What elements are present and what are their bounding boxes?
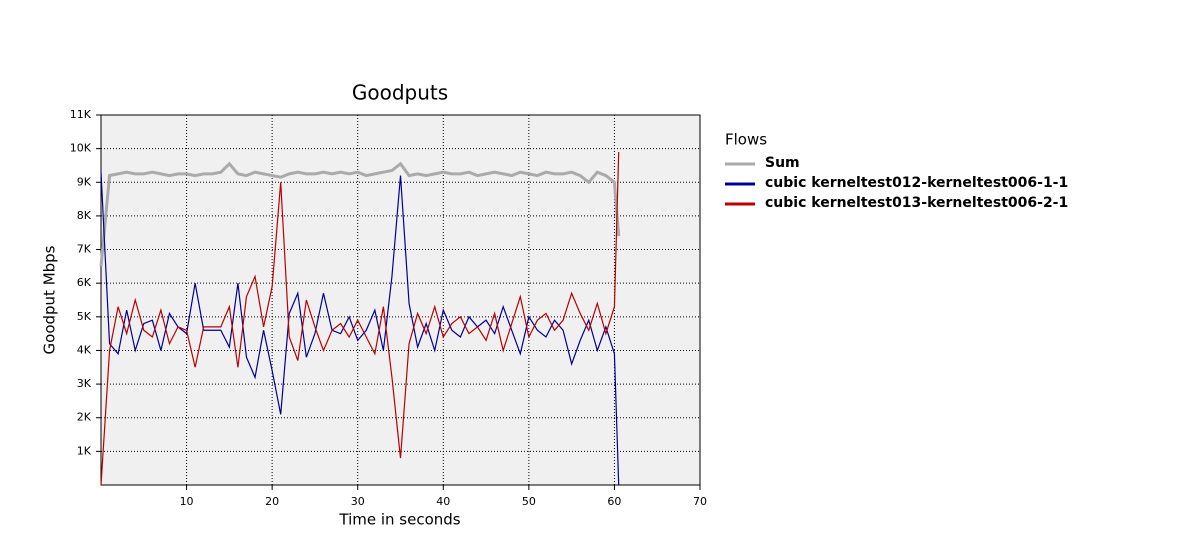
y-tick-label: 3K (77, 377, 92, 390)
series-line (100, 151, 620, 486)
y-tick-label: 10K (70, 142, 92, 155)
plot-area (100, 114, 701, 486)
series-line (99, 161, 621, 267)
y-tick-label: 1K (77, 444, 92, 457)
x-axis-label: Time in seconds (338, 511, 460, 529)
y-tick-label: 8K (77, 209, 92, 222)
x-tick-label: 40 (436, 495, 450, 508)
y-tick-label: 9K (77, 175, 92, 188)
y-tick-label: 6K (77, 276, 92, 289)
legend-label: cubic kerneltest013-kerneltest006-2-1 (765, 195, 1068, 211)
chart-title: Goodputs (352, 81, 448, 105)
x-tick-label: 70 (693, 495, 707, 508)
y-tick-label: 11K (70, 108, 92, 121)
x-tick-label: 50 (522, 495, 536, 508)
legend-title: Flows (725, 131, 767, 149)
y-tick-label: 5K (77, 310, 92, 323)
x-tick-label: 10 (180, 495, 194, 508)
x-tick-label: 60 (607, 495, 621, 508)
y-tick-label: 7K (77, 243, 92, 256)
x-tick-label: 30 (351, 495, 365, 508)
legend-label: Sum (765, 155, 800, 171)
y-axis-label: Goodput Mbps (41, 245, 59, 354)
legend-label: cubic kerneltest012-kerneltest006-1-1 (765, 175, 1068, 191)
y-tick-label: 2K (77, 411, 92, 424)
series-line (100, 172, 620, 486)
y-tick-label: 4K (77, 343, 92, 356)
x-tick-label: 20 (265, 495, 279, 508)
